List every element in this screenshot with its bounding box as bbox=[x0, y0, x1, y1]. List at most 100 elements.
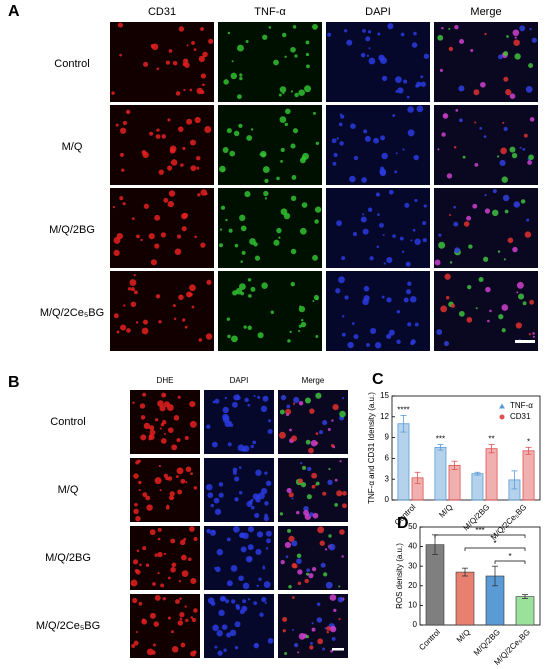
cell bbox=[412, 228, 416, 232]
cell bbox=[167, 616, 171, 620]
cell bbox=[191, 305, 195, 309]
cell bbox=[310, 641, 314, 645]
cell bbox=[202, 83, 205, 87]
cell bbox=[468, 244, 473, 249]
cell bbox=[238, 575, 244, 582]
cell bbox=[234, 476, 240, 482]
cell bbox=[498, 54, 503, 60]
cell bbox=[186, 118, 193, 125]
cell bbox=[505, 89, 512, 96]
cell bbox=[255, 642, 259, 647]
cell bbox=[117, 22, 123, 28]
cell bbox=[154, 553, 158, 557]
cell bbox=[339, 529, 345, 535]
cell bbox=[276, 227, 282, 234]
cell bbox=[154, 243, 160, 249]
cell bbox=[290, 143, 296, 149]
cell bbox=[381, 75, 388, 82]
cell bbox=[155, 294, 161, 299]
cell bbox=[310, 439, 318, 447]
cell bbox=[416, 105, 424, 113]
cell bbox=[306, 494, 312, 500]
cell bbox=[142, 151, 149, 159]
panel-label: C bbox=[372, 371, 384, 388]
cell bbox=[484, 208, 491, 214]
cell bbox=[234, 497, 239, 502]
cell bbox=[160, 232, 167, 238]
cell bbox=[407, 129, 415, 137]
bar bbox=[515, 596, 535, 626]
micrograph bbox=[204, 526, 274, 590]
cell bbox=[132, 559, 139, 565]
cell bbox=[150, 259, 157, 266]
cell bbox=[292, 628, 295, 632]
cell bbox=[148, 233, 155, 240]
cell bbox=[406, 95, 410, 99]
cell bbox=[394, 170, 398, 174]
cell bbox=[167, 165, 173, 171]
cell bbox=[436, 329, 443, 335]
cell bbox=[176, 467, 184, 475]
row-label: Control bbox=[54, 58, 89, 70]
cell bbox=[368, 57, 376, 65]
cell bbox=[235, 605, 241, 611]
bracket bbox=[464, 547, 526, 551]
cell bbox=[414, 238, 421, 246]
cell bbox=[395, 152, 398, 155]
cell bbox=[228, 228, 233, 233]
cell bbox=[143, 61, 149, 67]
cell bbox=[496, 155, 500, 158]
cell bbox=[366, 54, 370, 57]
cell bbox=[364, 135, 371, 142]
cell bbox=[522, 147, 526, 151]
x-tick-label: M/Q bbox=[455, 628, 472, 645]
cell bbox=[292, 596, 295, 599]
cell bbox=[159, 489, 162, 492]
cell bbox=[143, 319, 149, 325]
cell bbox=[170, 566, 176, 573]
cell bbox=[154, 477, 162, 485]
cell bbox=[522, 301, 527, 306]
cell bbox=[181, 226, 187, 232]
cell bbox=[230, 564, 238, 572]
cell bbox=[263, 581, 271, 588]
cell bbox=[133, 640, 139, 646]
cell bbox=[178, 26, 185, 32]
cell bbox=[507, 237, 514, 244]
cell bbox=[138, 489, 141, 492]
cell bbox=[245, 39, 249, 44]
cell bbox=[212, 624, 219, 632]
cell bbox=[351, 322, 355, 325]
cell bbox=[136, 549, 140, 553]
cell bbox=[479, 127, 483, 130]
cell bbox=[169, 491, 175, 497]
row-label: Control bbox=[50, 416, 85, 428]
cell bbox=[183, 88, 186, 92]
cell bbox=[280, 394, 287, 401]
cell bbox=[177, 395, 181, 399]
cell bbox=[396, 339, 401, 345]
cell bbox=[135, 515, 141, 522]
cell bbox=[320, 562, 326, 568]
cell bbox=[517, 293, 525, 300]
row-label: M/Q/2Ce₅BG bbox=[36, 620, 100, 632]
cell bbox=[475, 307, 478, 310]
cell bbox=[214, 398, 220, 404]
scale-bar bbox=[515, 340, 535, 343]
cell bbox=[212, 530, 216, 533]
cell bbox=[265, 547, 269, 550]
cell bbox=[311, 627, 316, 632]
significance: **** bbox=[397, 406, 409, 415]
cell bbox=[217, 650, 223, 656]
cell bbox=[233, 130, 240, 137]
cell bbox=[176, 234, 182, 239]
cell bbox=[306, 64, 310, 69]
cell bbox=[142, 392, 147, 397]
cell bbox=[239, 73, 243, 77]
cell bbox=[353, 155, 359, 161]
cell bbox=[177, 489, 183, 495]
cell bbox=[368, 47, 371, 50]
cell bbox=[139, 403, 146, 409]
cell bbox=[246, 135, 253, 141]
cell bbox=[454, 247, 461, 254]
